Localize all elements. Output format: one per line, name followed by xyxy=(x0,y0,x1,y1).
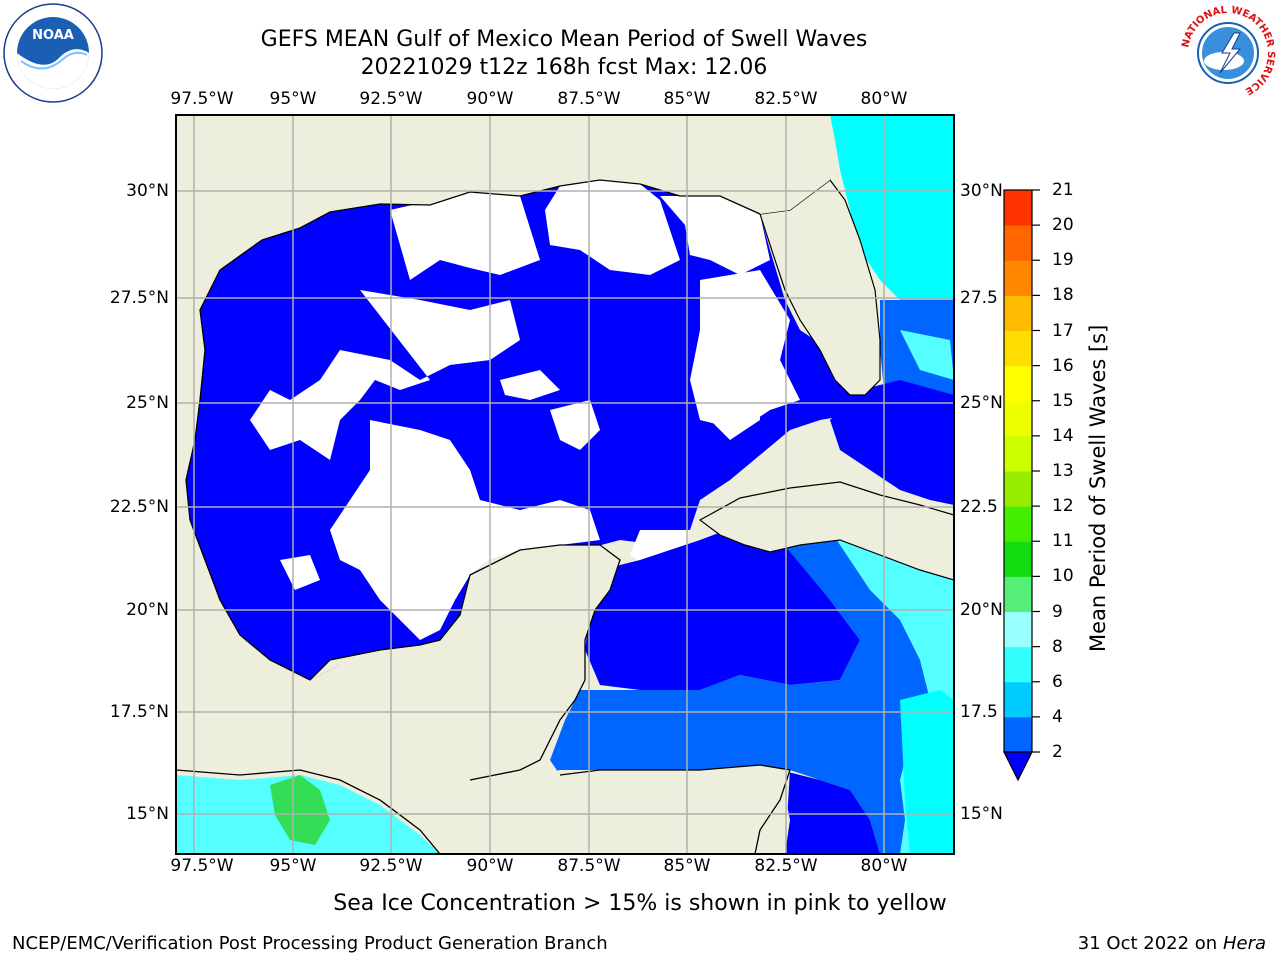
lat-label-right: 20°N xyxy=(960,600,1003,620)
lat-label-right: 30°N xyxy=(960,181,1003,201)
caribbean-blue xyxy=(550,530,954,854)
colorbar xyxy=(1003,189,1040,782)
lat-label-left: 17.5°N xyxy=(109,702,169,722)
colorbar-tick-label: 2 xyxy=(1052,742,1063,762)
lat-label-left: 20°N xyxy=(126,600,169,620)
lat-label-right: 22.5 xyxy=(960,497,998,517)
lon-label-top: 92.5°W xyxy=(359,89,423,109)
colorbar-segment xyxy=(1004,646,1032,683)
colorbar-tick-label: 20 xyxy=(1052,215,1074,236)
caribbean-deep xyxy=(585,525,860,690)
colorbar-tick-label: 19 xyxy=(1052,250,1074,271)
pacific-green xyxy=(270,775,330,845)
colorbar-tick-label: 4 xyxy=(1052,706,1063,727)
caribbean-bright-cyan xyxy=(900,690,954,854)
map-frame xyxy=(175,114,955,855)
lon-label-bottom: 97.5°W xyxy=(170,856,234,876)
colorbar-tick-label: 17 xyxy=(1052,320,1074,341)
sea-ice-note: Sea Ice Concentration > 15% is shown in … xyxy=(333,891,947,916)
lon-label-bottom: 92.5°W xyxy=(359,856,423,876)
lon-label-bottom: 87.5°W xyxy=(557,856,621,876)
colorbar-segment xyxy=(1004,225,1032,261)
colorbar-segment xyxy=(1004,681,1032,718)
colorbar-tick-label: 14 xyxy=(1052,425,1074,446)
atlantic-cyan xyxy=(830,115,954,300)
colorbar-segment xyxy=(1004,471,1032,507)
lon-label-top: 90°W xyxy=(466,89,514,109)
caribbean-deep-south xyxy=(780,770,880,854)
lat-label-left: 15°N xyxy=(126,804,169,824)
colorbar-tick-label: 12 xyxy=(1052,496,1074,517)
colorbar-tick-label: 9 xyxy=(1052,601,1063,622)
lon-label-top: 82.5°W xyxy=(754,89,818,109)
lat-label-left: 25°N xyxy=(126,393,169,413)
lon-label-bottom: 82.5°W xyxy=(754,856,818,876)
chart-title: GEFS MEAN Gulf of Mexico Mean Period of … xyxy=(260,27,868,52)
colorbar-tick-label: 13 xyxy=(1052,461,1074,481)
colorbar-segment xyxy=(1004,716,1032,753)
colorbar-tick-label: 8 xyxy=(1052,636,1063,657)
colorbar-segment xyxy=(1004,541,1032,577)
nws-logo: NATIONAL WEATHER SERVICE xyxy=(1178,3,1278,103)
lon-label-top: 85°W xyxy=(663,89,711,109)
colorbar-tick-label: 18 xyxy=(1052,285,1074,306)
lon-label-bottom: 95°W xyxy=(269,856,317,876)
lat-label-right: 25°N xyxy=(960,393,1003,413)
lat-label-left: 22.5°N xyxy=(109,497,169,517)
lat-label-left: 30°N xyxy=(126,181,169,201)
colorbar-segment xyxy=(1004,576,1032,612)
calm-patches xyxy=(250,180,800,640)
noaa-logo: NOAA xyxy=(3,3,103,103)
lon-label-bottom: 85°W xyxy=(663,856,711,876)
honduras-land xyxy=(470,765,790,854)
lon-label-top: 80°W xyxy=(860,89,908,109)
bahamas-deep xyxy=(830,380,954,505)
colorbar-segment xyxy=(1004,295,1032,331)
credit-right: 31 Oct 2022 on Hera xyxy=(1078,933,1266,954)
colorbar-segment xyxy=(1004,400,1032,437)
credit-host: Hera xyxy=(1222,933,1266,954)
colorbar-segment xyxy=(1004,330,1032,367)
credit-date: 31 Oct 2022 on xyxy=(1077,933,1223,954)
lon-label-bottom: 80°W xyxy=(860,856,908,876)
atlantic-light xyxy=(900,330,954,380)
lon-label-top: 87.5°W xyxy=(557,89,621,109)
colorbar-segment xyxy=(1004,611,1032,648)
gridlines xyxy=(176,115,954,854)
lon-label-top: 95°W xyxy=(269,89,317,109)
lon-label-top: 97.5°W xyxy=(170,89,234,109)
mexico-land xyxy=(176,480,310,760)
colorbar-tick-label: 16 xyxy=(1052,355,1074,376)
colorbar-tick-label: 10 xyxy=(1052,566,1074,587)
colorbar-tick-label: 15 xyxy=(1052,390,1074,411)
colorbar-tick-label: 11 xyxy=(1052,531,1074,552)
credit-left: NCEP/EMC/Verification Post Processing Pr… xyxy=(12,933,608,954)
colorbar-segment xyxy=(1004,190,1032,226)
colorbar-segment xyxy=(1004,435,1032,472)
chart-subtitle: 20221029 t12z 168h fcst Max: 12.06 xyxy=(360,55,768,80)
colorbar-segment xyxy=(1004,260,1032,296)
noaa-logo-text: NOAA xyxy=(32,28,74,43)
colorbar-under-extension xyxy=(1003,751,1033,782)
lon-label-bottom: 90°W xyxy=(466,856,514,876)
us-coast-land xyxy=(176,115,835,490)
colorbar-segment xyxy=(1004,506,1032,542)
lat-label-right: 27.5 xyxy=(960,288,998,308)
florida-land xyxy=(759,179,881,396)
colorbar-segment xyxy=(1004,365,1032,402)
lat-label-right: 17.5 xyxy=(960,702,998,722)
colorbar-label: Mean Period of Swell Waves [s] xyxy=(1086,324,1110,652)
lat-label-right: 15°N xyxy=(960,804,1003,824)
colorbar-tick-label: 6 xyxy=(1052,671,1063,692)
yucatan-land xyxy=(310,545,620,780)
lat-label-left: 27.5°N xyxy=(109,288,169,308)
colorbar-tick-label: 21 xyxy=(1052,180,1074,200)
